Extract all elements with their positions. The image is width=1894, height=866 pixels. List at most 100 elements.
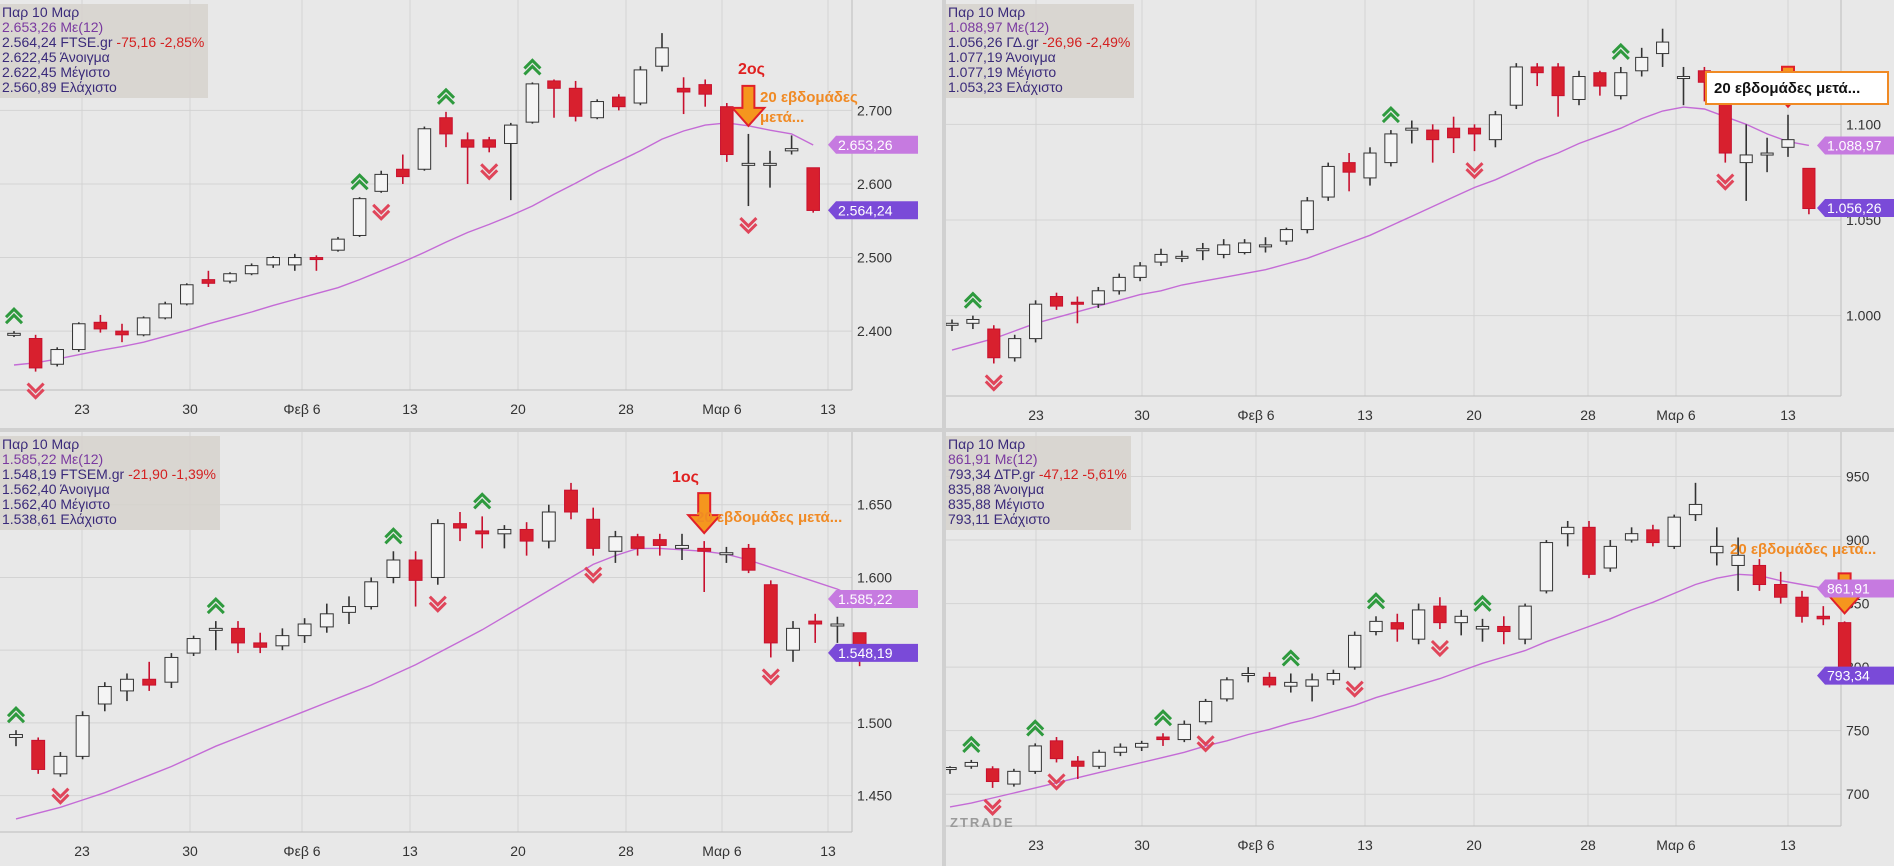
candle-body-up	[1635, 56, 1649, 72]
ma-price-tag: 2.653,26	[828, 135, 918, 154]
chart-svg: 23 30 Φεβ 6 13 20 28 Μαρ 6 13 2.400 2.500 2.600 2.7…	[0, 0, 918, 417]
candle	[223, 272, 237, 284]
candle-body-down	[1816, 615, 1830, 620]
candle	[142, 661, 157, 691]
candle-body-down	[985, 768, 1000, 783]
panel-divider-vertical[interactable]	[942, 0, 946, 866]
candle	[1241, 667, 1255, 683]
candle	[1028, 743, 1042, 774]
candle	[1113, 743, 1128, 757]
candle	[784, 135, 799, 155]
candle-body-up	[1384, 133, 1398, 164]
candle-body-down	[806, 167, 820, 211]
info-open: 1.562,40 Άνοιγμα	[2, 481, 110, 497]
candle	[408, 551, 423, 607]
candle	[806, 167, 820, 213]
candle-body-up	[1300, 200, 1314, 231]
candle-body-up	[1217, 244, 1231, 255]
x-tick-label: Φεβ 6	[1237, 407, 1274, 423]
candle-body-up	[352, 198, 367, 236]
info-ma: 1.088,97 Με(12)	[948, 19, 1050, 35]
candle	[72, 322, 86, 352]
candle	[1676, 66, 1691, 106]
ma12-line	[951, 106, 1810, 351]
chart-panel-ftse[interactable]: 23 30 Φεβ 6 13 20 28 Μαρ 6 13 2.400 2.500 2.600 2.7…	[0, 0, 942, 428]
candle-body-down	[1049, 296, 1064, 307]
x-tick-label: 13	[1357, 837, 1373, 853]
candle	[1603, 540, 1617, 572]
chart-panel-gd[interactable]: 23 30 Φεβ 6 13 20 28 Μαρ 6 13 1.000 1.050 1.100 1.0…	[946, 0, 1894, 428]
candle-body-up	[1710, 545, 1724, 554]
info-box: Παρ 10 Μαρ 861,91 Με(12) 793,34 ΔΤΡ.gr -…	[946, 436, 1131, 530]
candle	[417, 126, 432, 171]
candle-body-down	[475, 530, 490, 535]
candle-body-down	[1582, 526, 1596, 575]
price-tag-bg	[828, 589, 918, 608]
candle-body-up	[1238, 242, 1252, 254]
candle	[1488, 110, 1502, 148]
x-tick-label: 28	[1580, 837, 1596, 853]
candle	[1624, 527, 1639, 543]
candle-body-up	[741, 162, 756, 166]
info-date: Παρ 10 Μαρ	[2, 4, 80, 20]
info-symbol: ΓΔ.gr	[1006, 34, 1039, 50]
candle-body-down	[1070, 301, 1084, 305]
candle-body-up	[1667, 516, 1681, 547]
candle	[1135, 740, 1149, 752]
candle-body-up	[9, 734, 23, 738]
candle-body-down	[987, 328, 1001, 359]
candle	[652, 533, 667, 556]
candle	[288, 253, 302, 271]
candle	[75, 711, 90, 760]
candle-body-up	[1656, 41, 1670, 55]
x-tick-label: 13	[1780, 837, 1796, 853]
ma12-line	[15, 547, 860, 820]
candle	[231, 621, 245, 654]
candle	[1369, 616, 1383, 636]
close-price-tag: 1.548,19	[828, 643, 918, 662]
bullish-chevron-icon	[1153, 709, 1173, 727]
candle	[1774, 571, 1788, 604]
candle-body-up	[417, 128, 432, 170]
candle-body-up	[386, 559, 401, 578]
candle-body-up	[964, 761, 978, 767]
candle	[1049, 737, 1064, 763]
close-price-tag: 1.056,26	[1817, 199, 1894, 218]
price-tag-label: 1.088,97	[1827, 137, 1882, 153]
x-tick-label: 30	[1134, 837, 1150, 853]
watermark: ZTRADE	[950, 815, 1015, 830]
bullish-chevron-icon	[206, 596, 225, 615]
candle	[1049, 292, 1064, 310]
bearish-chevron-icon	[372, 203, 391, 221]
candle-body-up	[830, 623, 845, 627]
candle-body-down	[1752, 564, 1767, 586]
candle	[590, 99, 604, 120]
price-tag-bg	[828, 201, 918, 220]
candle-body-up	[1405, 127, 1419, 131]
candle-body-up	[1321, 165, 1335, 198]
candle	[586, 507, 601, 556]
candle	[1220, 677, 1234, 702]
candle	[987, 325, 1001, 364]
candle-body-down	[453, 523, 467, 529]
x-tick-label: 28	[1580, 407, 1596, 423]
candle-body-up	[1739, 154, 1753, 164]
candle-body-down	[652, 539, 667, 546]
candle	[741, 544, 756, 574]
info-low: 1.053,23 Ελάχιστο	[948, 79, 1063, 95]
bullish-chevron-icon	[436, 87, 456, 105]
candle	[1029, 300, 1043, 343]
candle	[612, 94, 626, 111]
panel-divider-horizontal[interactable]	[0, 428, 1894, 432]
bearish-chevron-icon	[984, 374, 1003, 392]
bullish-chevron-icon	[1381, 105, 1400, 124]
annotation-text: 20 εβδομάδες μετά...	[696, 509, 842, 526]
candle	[1198, 698, 1213, 725]
price-tag-label: 1.585,22	[838, 591, 893, 607]
candle-body-up	[966, 318, 980, 324]
candle-body-up	[1760, 152, 1774, 156]
close-price-tag: 2.564,24	[828, 201, 918, 220]
candle-body-down	[201, 279, 216, 284]
